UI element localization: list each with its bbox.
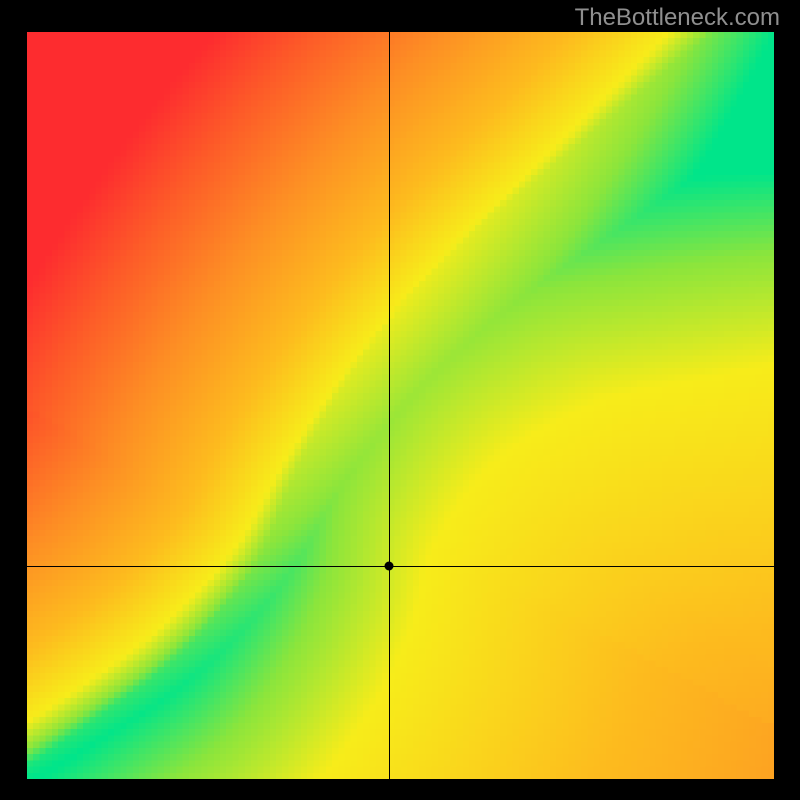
crosshair-marker-dot <box>385 562 394 571</box>
crosshair-horizontal-line <box>27 566 774 567</box>
watermark-text: TheBottleneck.com <box>575 4 780 32</box>
chart-container: { "chart": { "type": "heatmap", "page_si… <box>0 0 800 800</box>
bottleneck-heatmap <box>27 32 774 779</box>
crosshair-vertical-line <box>389 32 390 779</box>
